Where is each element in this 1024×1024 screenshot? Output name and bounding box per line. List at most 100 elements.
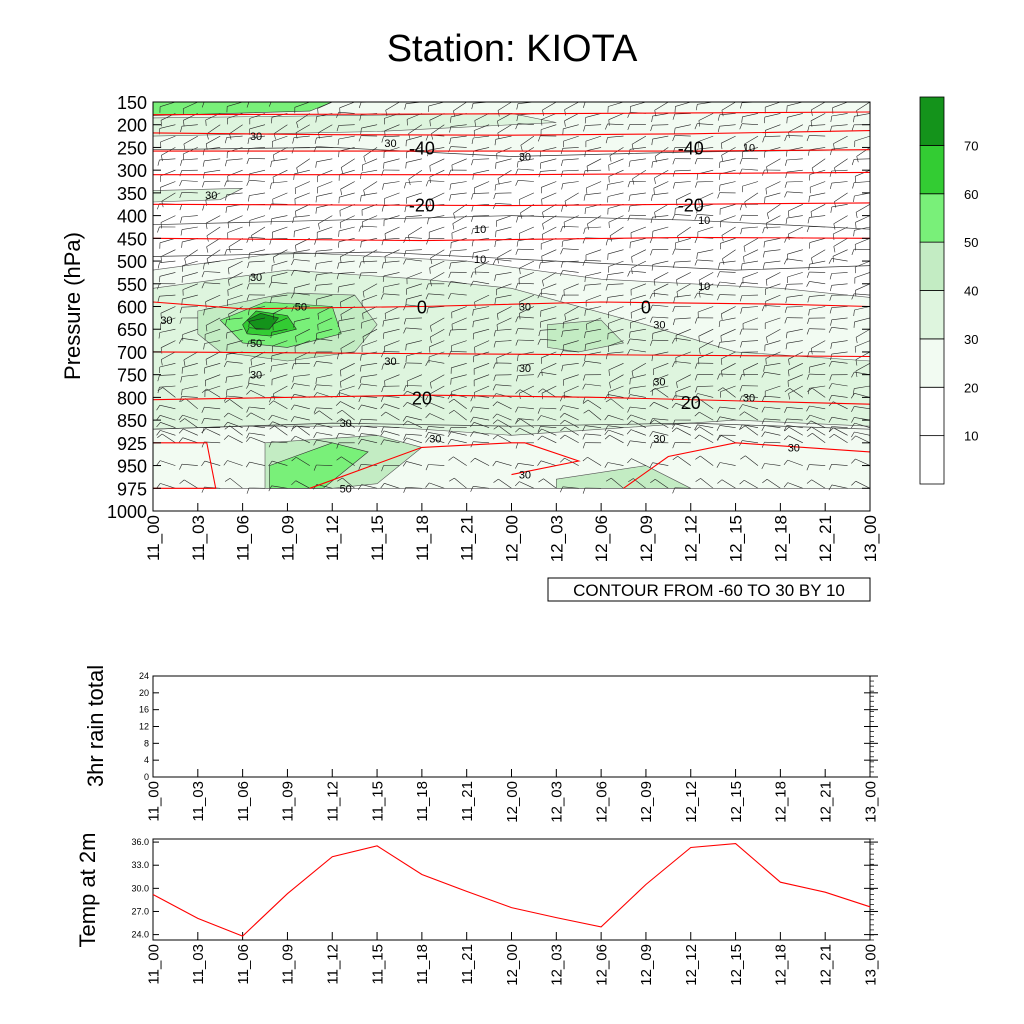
wind-barb	[809, 169, 826, 181]
wind-barb	[828, 484, 848, 491]
wind-barb	[496, 147, 512, 160]
temp-x-tick-label: 11_09	[280, 944, 297, 985]
wind-barb	[852, 385, 870, 395]
wind-barb	[248, 317, 266, 328]
temp-x-tick-label: 11_15	[369, 944, 386, 985]
wind-barb	[246, 436, 266, 444]
wind-barb	[562, 124, 579, 135]
wind-barb	[246, 179, 266, 186]
colorbar-label: 10	[964, 429, 978, 444]
wind-barb	[562, 317, 579, 329]
wind-barb	[717, 271, 736, 278]
wind-barb	[291, 425, 310, 436]
wind-barb	[383, 158, 400, 169]
wind-barb	[651, 385, 669, 396]
wind-barb	[492, 384, 512, 391]
wind-barb	[315, 374, 333, 385]
wind-barb	[270, 294, 288, 304]
wind-barb	[337, 328, 355, 339]
wind-barb	[339, 102, 355, 114]
wind-barb	[739, 479, 759, 489]
temp-x-tick-label: 11_03	[190, 944, 207, 985]
wind-barb	[583, 226, 602, 234]
wind-barb	[719, 181, 736, 192]
wind-barb	[156, 422, 176, 428]
wind-barb	[204, 328, 221, 341]
rh-line-870	[153, 422, 870, 430]
wind-barb	[542, 204, 557, 219]
wind-barb	[784, 317, 803, 324]
wind-barb	[786, 328, 803, 339]
wind-barb	[829, 433, 848, 444]
rain-y-tick-label: 4	[144, 755, 149, 765]
wind-barb	[470, 271, 490, 278]
wind-barb	[404, 181, 422, 189]
wind-barb	[291, 456, 310, 466]
wind-barb	[762, 479, 781, 489]
wind-barb	[739, 351, 759, 358]
wind-barb	[160, 169, 176, 182]
wind-barb	[182, 328, 198, 341]
wind-barb	[697, 306, 714, 319]
wind-barb	[380, 395, 400, 402]
wind-barb	[358, 484, 378, 490]
wind-barb	[471, 215, 490, 222]
wind-barb	[609, 374, 624, 389]
wind-barb	[516, 158, 534, 168]
wind-barb	[361, 204, 378, 216]
rain-x-tick-label: 11_18	[414, 781, 431, 822]
wind-barb	[362, 158, 378, 171]
wind-barb	[855, 351, 870, 366]
rain-x-tick-label: 12_06	[593, 781, 610, 823]
wind-barb	[291, 259, 310, 266]
wind-barb	[246, 487, 266, 494]
wind-barb	[291, 480, 310, 489]
wind-barb	[537, 426, 557, 433]
wind-barb	[425, 360, 445, 366]
wind-barb	[340, 374, 355, 388]
wind-barb	[717, 124, 736, 133]
wind-barb	[449, 181, 467, 190]
wind-barb	[584, 340, 602, 351]
wind-barb	[788, 385, 803, 400]
wind-barb	[584, 113, 602, 124]
wind-barb	[784, 191, 803, 198]
wind-barb	[206, 249, 221, 265]
wind-barb	[204, 363, 221, 374]
wind-barb	[652, 328, 669, 340]
isotherm-neg40	[153, 149, 870, 152]
wind-barb	[672, 456, 691, 466]
wind-barb	[246, 294, 266, 301]
wind-barb	[851, 431, 870, 438]
wind-barb	[425, 464, 445, 471]
wind-barb	[785, 294, 803, 304]
rh-contour-label: 10	[474, 254, 486, 266]
wind-barb	[519, 260, 535, 275]
wind-barb	[538, 135, 557, 142]
wind-barb	[339, 385, 355, 397]
wind-barb	[672, 395, 691, 402]
rh-contour-label: 30	[340, 418, 352, 430]
main-y-tick-label: 400	[117, 207, 147, 227]
wind-barb	[628, 328, 646, 338]
main-x-tick-label: 11_18	[413, 515, 432, 561]
wind-barb	[851, 248, 870, 256]
main-y-tick-label: 550	[117, 275, 147, 295]
wind-barb	[405, 158, 422, 169]
wind-barb	[716, 435, 736, 444]
wind-barb	[448, 427, 467, 434]
wind-barb	[160, 215, 176, 229]
wind-barb	[833, 135, 848, 150]
wind-barb	[156, 430, 176, 436]
wind-barb	[672, 442, 691, 449]
wind-barb	[382, 272, 400, 282]
wind-barb	[671, 423, 691, 430]
wind-barb	[560, 294, 579, 301]
wind-barb	[408, 169, 423, 186]
wind-barb	[559, 270, 579, 276]
wind-barb	[763, 238, 781, 248]
temp-x-tick-label: 11_21	[459, 944, 476, 985]
wind-barb	[587, 215, 602, 230]
wind-barb	[694, 237, 714, 244]
wind-barb	[766, 158, 781, 173]
